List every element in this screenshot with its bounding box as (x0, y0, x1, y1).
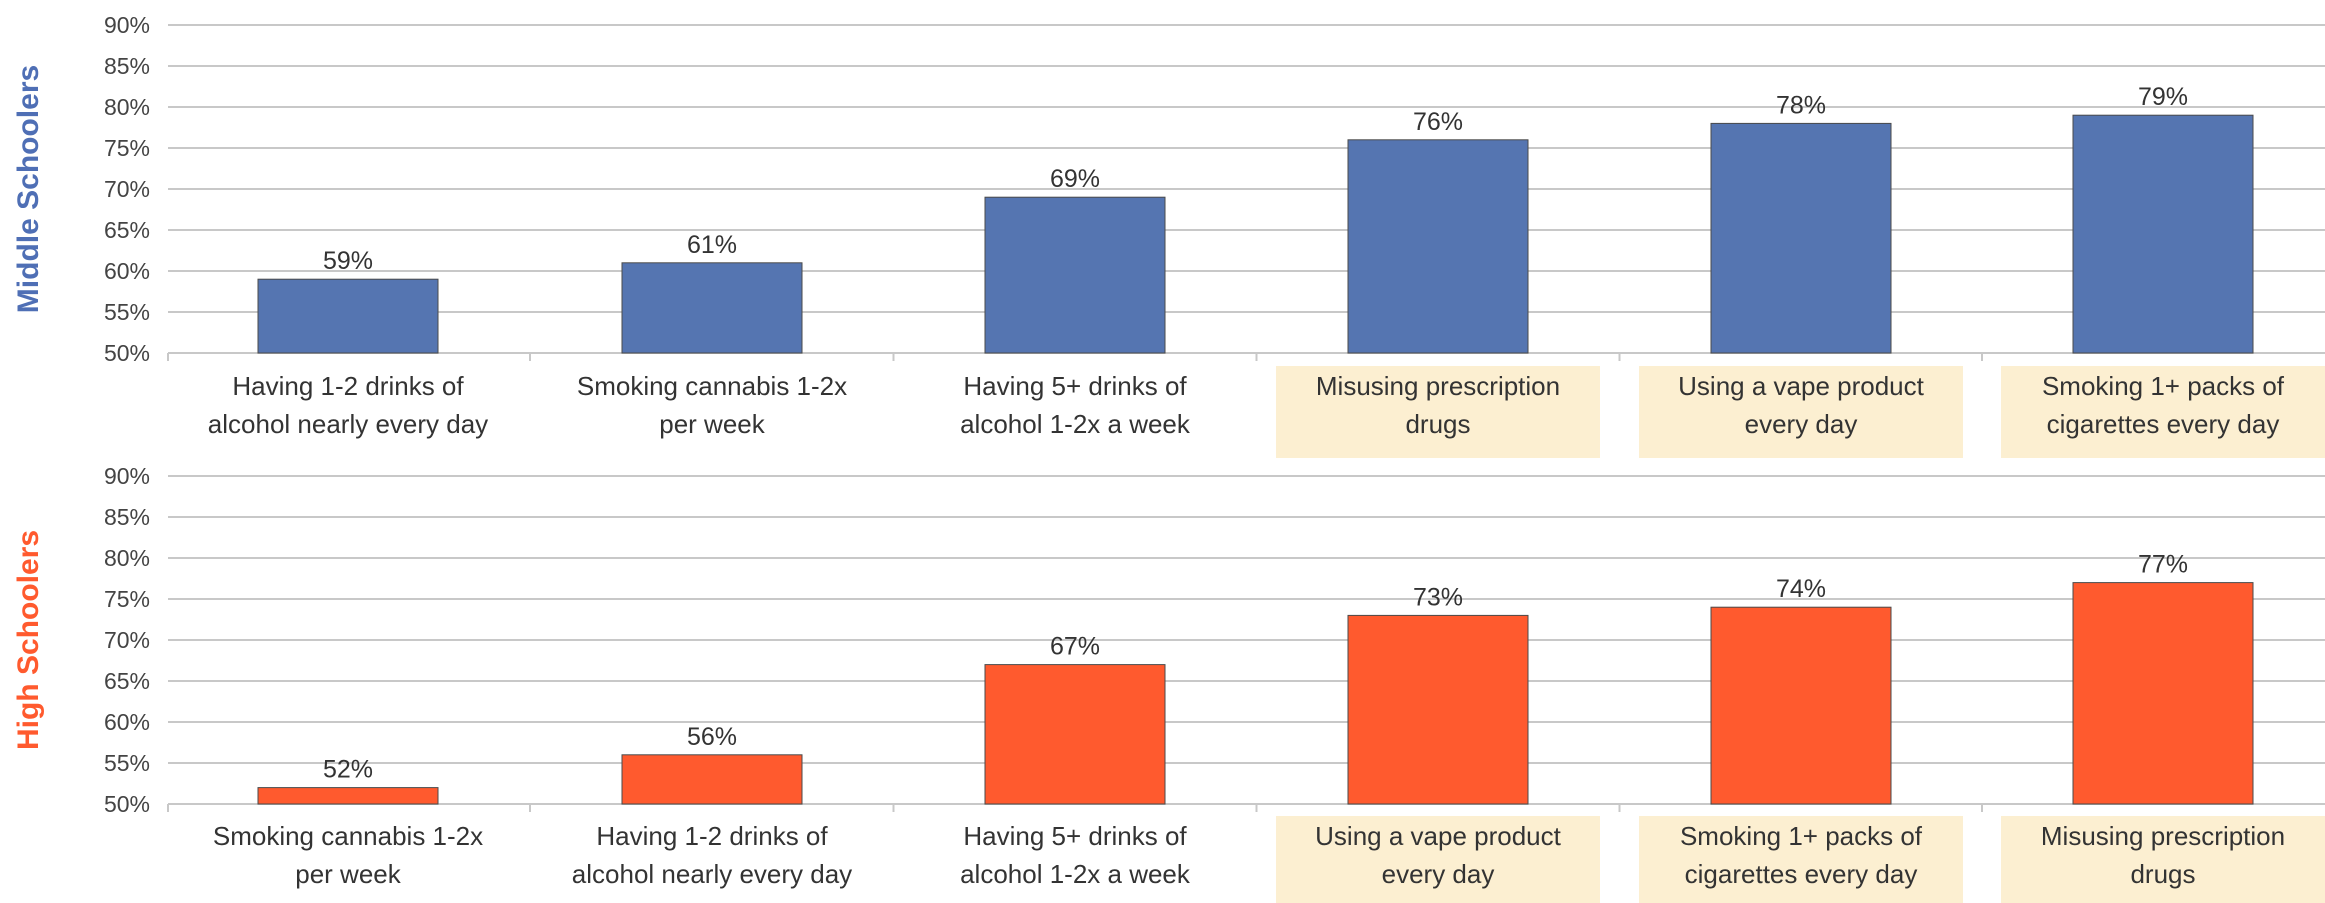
panel-label: High Schoolers (12, 530, 45, 750)
category-label: every day (1745, 409, 1858, 439)
data-label: 59% (323, 247, 373, 275)
y-tick-label: 50% (104, 340, 150, 366)
category-label: Having 1-2 drinks of (232, 371, 464, 401)
data-label: 77% (2138, 551, 2188, 579)
category-label: cigarettes every day (1685, 859, 1918, 889)
category-label: Smoking cannabis 1-2x (577, 371, 847, 401)
data-label: 76% (1413, 108, 1463, 136)
category-highlight (1639, 366, 1963, 458)
middle-schoolers-chart: 50% 55% 60% 65% 70% 75% 80% 85% 90% 59% Having 1-2… (12, 12, 2325, 458)
category-label: Having 5+ drinks of (963, 821, 1187, 851)
category-label: Misusing prescription (2041, 821, 2285, 851)
bar (2072, 582, 2254, 805)
category-label: Smoking cannabis 1-2x (213, 821, 483, 851)
bar (1347, 614, 1529, 805)
y-tick-label: 50% (104, 791, 150, 817)
data-label: 52% (323, 756, 373, 784)
category-label: drugs (1405, 409, 1470, 439)
category-label: per week (295, 859, 401, 889)
category-highlight (1639, 816, 1963, 903)
y-tick-label: 60% (104, 258, 150, 284)
data-label: 67% (1050, 633, 1100, 661)
category-label: alcohol 1-2x a week (960, 859, 1191, 889)
y-tick-label: 55% (104, 750, 150, 776)
bar (257, 787, 439, 805)
y-tick-label: 75% (104, 586, 150, 612)
y-tick-label: 90% (104, 12, 150, 38)
data-label: 79% (2138, 83, 2188, 111)
category-label: cigarettes every day (2047, 409, 2280, 439)
bar (2072, 114, 2254, 354)
y-tick-label: 85% (104, 504, 150, 530)
category-label: Smoking 1+ packs of (2042, 371, 2285, 401)
category-label: every day (1382, 859, 1495, 889)
category-label: alcohol 1-2x a week (960, 409, 1191, 439)
bar (621, 754, 803, 805)
bar (984, 664, 1166, 805)
y-tick-label: 60% (104, 709, 150, 735)
category-label: alcohol nearly every day (208, 409, 488, 439)
category-label: Misusing prescription (1316, 371, 1560, 401)
data-label: 74% (1776, 575, 1826, 603)
data-label: 78% (1776, 91, 1826, 119)
high-schoolers-chart: 50% 55% 60% 65% 70% 75% 80% 85% 90% 52% Smoking ca… (12, 463, 2325, 903)
y-tick-label: 55% (104, 299, 150, 325)
category-label: Using a vape product (1678, 371, 1924, 401)
bar (621, 262, 803, 354)
data-label: 56% (687, 723, 737, 751)
y-tick-label: 80% (104, 94, 150, 120)
category-highlight (2001, 366, 2325, 458)
data-label: 61% (687, 231, 737, 259)
y-tick-label: 70% (104, 627, 150, 653)
category-label: drugs (2130, 859, 2195, 889)
bar (984, 196, 1166, 354)
y-tick-label: 70% (104, 176, 150, 202)
category-label: Using a vape product (1315, 821, 1561, 851)
bar (1710, 122, 1892, 354)
bar (257, 278, 439, 354)
category-label: Having 5+ drinks of (963, 371, 1187, 401)
panel-label: Middle Schoolers (12, 65, 45, 313)
category-highlight (1276, 816, 1600, 903)
category-label: Having 1-2 drinks of (596, 821, 828, 851)
category-highlight (2001, 816, 2325, 903)
data-label: 69% (1050, 165, 1100, 193)
bar (1347, 139, 1529, 354)
data-label: 73% (1413, 583, 1463, 611)
y-tick-label: 65% (104, 217, 150, 243)
y-tick-label: 65% (104, 668, 150, 694)
y-tick-label: 90% (104, 463, 150, 489)
y-tick-label: 80% (104, 545, 150, 571)
category-label: per week (659, 409, 765, 439)
category-label: Smoking 1+ packs of (1680, 821, 1923, 851)
y-tick-label: 75% (104, 135, 150, 161)
category-highlight (1276, 366, 1600, 458)
y-tick-label: 85% (104, 53, 150, 79)
bar (1710, 606, 1892, 805)
category-label: alcohol nearly every day (572, 859, 852, 889)
